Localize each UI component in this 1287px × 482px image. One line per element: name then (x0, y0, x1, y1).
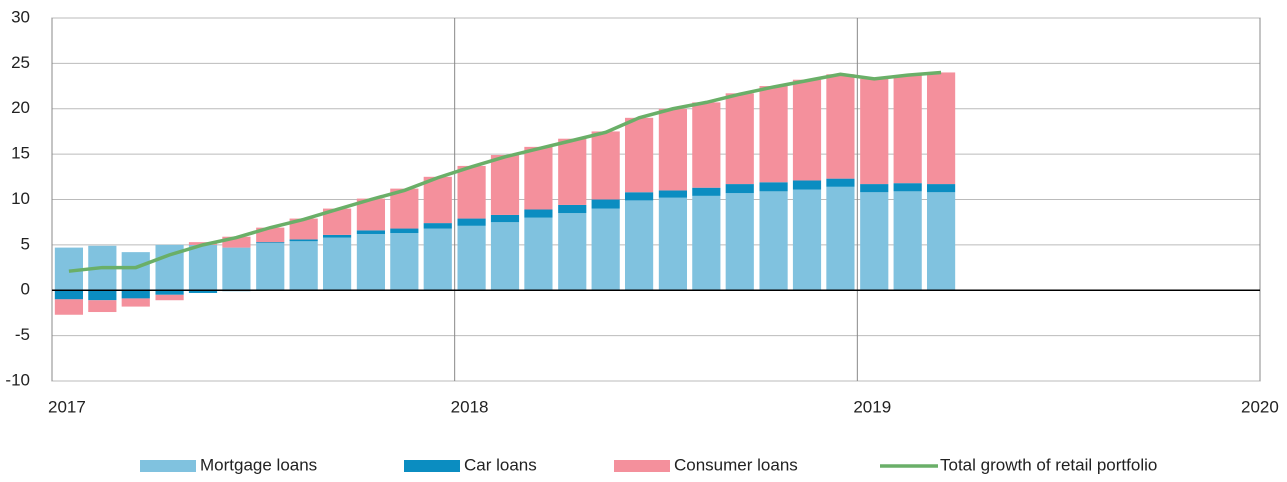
bar-segment (155, 294, 184, 301)
bar-segment (792, 79, 822, 181)
x-tick-label: 2017 (48, 397, 86, 416)
bar-segment (759, 191, 788, 291)
bar-segment (121, 298, 150, 307)
bar-segment (423, 176, 452, 224)
bar-segment (423, 223, 452, 229)
bar-segment (356, 233, 386, 291)
bar-segment (826, 186, 855, 291)
bar-segment (457, 165, 486, 219)
bar-segment (390, 228, 419, 234)
bar-segment (88, 290, 117, 301)
bar-segment (490, 222, 520, 291)
bar-segment (792, 180, 822, 190)
bar-segment (725, 93, 754, 185)
bar-segment (624, 192, 654, 201)
bar-segment (860, 78, 889, 185)
bar-segment (725, 193, 754, 291)
bar-segment (88, 300, 117, 313)
y-tick-label: 25 (11, 53, 30, 72)
y-tick-label: -10 (5, 370, 30, 389)
bar-segment (658, 190, 688, 198)
bar-segment (457, 225, 486, 291)
bar-segment (256, 243, 285, 291)
bar-segment (692, 195, 721, 291)
y-tick-label: 15 (11, 144, 30, 163)
bar-segment (322, 237, 352, 291)
bar-segment (121, 290, 150, 299)
bar-segment (558, 204, 587, 214)
bar-segment (926, 72, 956, 185)
y-tick-label: 30 (11, 7, 30, 26)
bar-segment (860, 192, 889, 291)
legend-label: Car loans (464, 455, 537, 474)
bar-segment (591, 208, 620, 291)
legend-swatch (404, 460, 460, 472)
bar-segment (423, 228, 452, 291)
bar-segment (188, 244, 218, 291)
bar-segment (54, 299, 84, 315)
bar-segment (121, 252, 150, 291)
y-tick-label: 5 (21, 234, 30, 253)
bar-segment (322, 234, 352, 238)
legend-label: Total growth of retail portfolio (940, 455, 1157, 474)
bar-segment (289, 218, 318, 240)
bar-segment (524, 209, 553, 218)
bar-segment (926, 192, 956, 291)
bar-segment (457, 218, 486, 226)
x-tick-label: 2020 (1241, 397, 1279, 416)
bar-segment (289, 239, 318, 242)
bar-segment (289, 241, 318, 291)
y-tick-label: 20 (11, 98, 30, 117)
bar-segment (658, 108, 688, 191)
bar-segment (356, 230, 386, 234)
bar-segment (893, 75, 922, 184)
bar-segment (759, 182, 788, 192)
legend-label: Consumer loans (674, 455, 798, 474)
bar-segment (591, 199, 620, 209)
bar-segment (658, 197, 688, 291)
bar-segment (390, 188, 419, 229)
y-tick-label: -5 (15, 325, 30, 344)
legend-swatch (614, 460, 670, 472)
bar-segment (155, 290, 184, 295)
bar-segment (256, 242, 285, 244)
line-series (68, 70, 942, 273)
bar-segment (222, 236, 251, 248)
bar-segment (624, 200, 654, 291)
bar-segment (893, 191, 922, 291)
bar-segment (692, 187, 721, 196)
bar-segment (826, 178, 855, 187)
bar-segment (524, 146, 553, 210)
bar-segment (524, 217, 553, 291)
bar-segment (188, 290, 218, 293)
bar-segment (558, 213, 587, 291)
bar-segment (624, 117, 654, 193)
bar-segment (860, 184, 889, 193)
legend-swatch (140, 460, 196, 472)
bar-segment (54, 290, 84, 300)
bar-segment (826, 74, 855, 179)
bar-segment (725, 184, 754, 194)
bar-segment (926, 184, 956, 193)
y-tick-label: 0 (21, 280, 30, 299)
bar-segment (792, 189, 822, 291)
bar-segment (490, 214, 520, 223)
bar-segment (390, 233, 419, 291)
bar-segment (591, 131, 620, 200)
bar-segment (893, 183, 922, 192)
bar-segment (759, 86, 788, 183)
legend-label: Mortgage loans (200, 455, 317, 474)
bar-segment (692, 102, 721, 188)
y-tick-label: 10 (11, 189, 30, 208)
bar-segment (222, 247, 251, 291)
bar-segment (558, 138, 587, 205)
x-tick-label: 2019 (853, 397, 891, 416)
bar-segment (490, 155, 520, 215)
x-tick-label: 2018 (451, 397, 489, 416)
